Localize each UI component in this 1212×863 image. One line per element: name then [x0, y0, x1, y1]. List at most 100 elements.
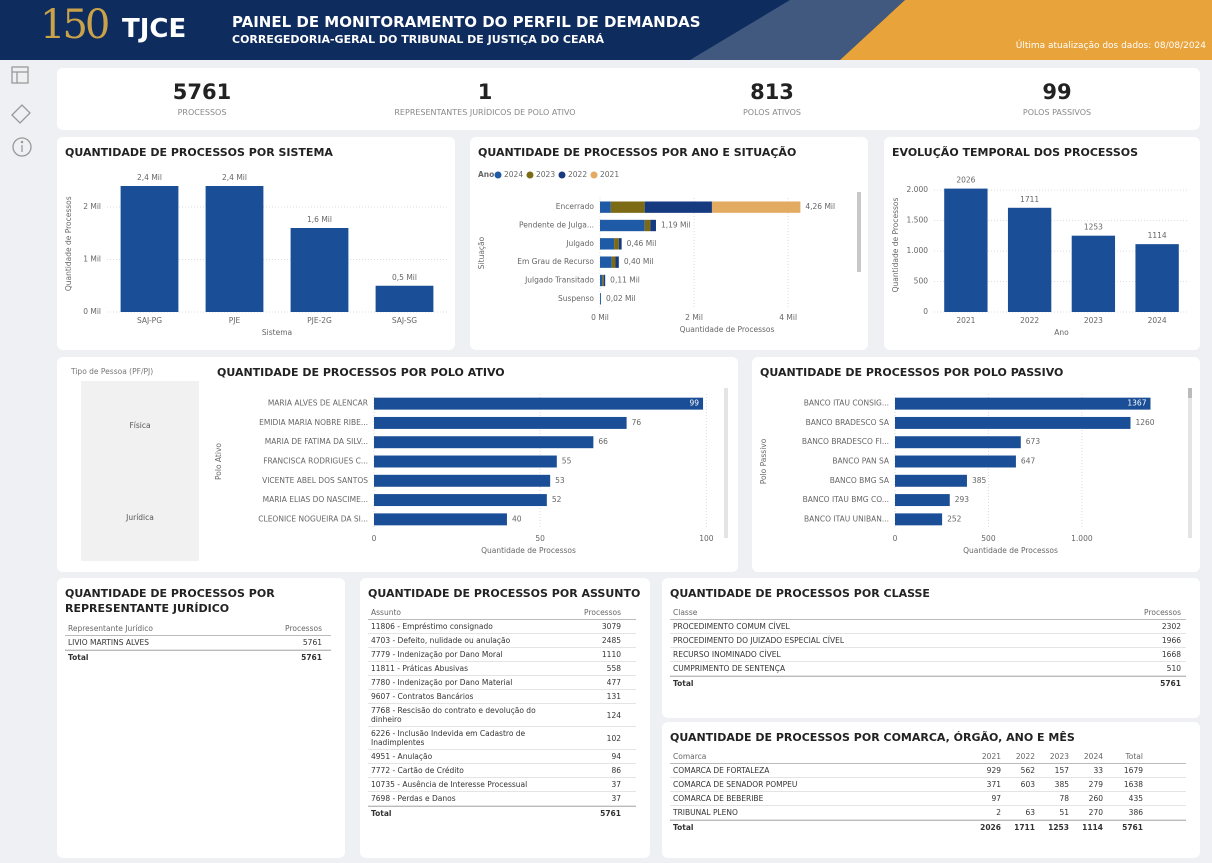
data-label: 40	[512, 514, 522, 523]
chart-title: QUANTIDADE DE PROCESSOS POR SISTEMA	[65, 146, 333, 159]
table-cell: 1114	[1082, 823, 1103, 832]
table-card: QUANTIDADE DE PROCESSOS POR COMARCA, ÓRG…	[662, 722, 1200, 858]
legend-label: 2024	[504, 170, 523, 179]
bar	[374, 455, 557, 468]
bar-segment	[711, 201, 801, 213]
y-tick-label: Julgado Transitado	[524, 276, 594, 285]
table: Classe Processos PROCEDIMENTO COMUM CÍVEL 2…	[670, 606, 1186, 690]
header-subtitle: CORREGEDORIA-GERAL DO TRIBUNAL DE JUSTIÇ…	[232, 33, 604, 46]
total-label: 0,11 Mil	[610, 276, 640, 285]
table-cell: 435	[1128, 794, 1143, 803]
legend-title: Ano	[478, 170, 494, 179]
x-tick-label: SAJ-SG	[392, 316, 417, 325]
table-cell: 9607 - Contratos Bancários	[371, 692, 474, 701]
table-cell: 929	[986, 766, 1001, 775]
table-cell: CUMPRIMENTO DE SENTENÇA	[673, 664, 786, 673]
table-row: 7698 - Perdas e Danos 37	[368, 792, 636, 806]
filter-option[interactable]: Jurídica	[126, 513, 154, 522]
table-cell: 1679	[1123, 766, 1143, 775]
y-tick-label: MARIA DE FATIMA DA SILV...	[265, 437, 368, 446]
data-label: 385	[972, 476, 987, 485]
filter-option[interactable]: Física	[129, 421, 151, 430]
bar	[895, 397, 1151, 410]
chart-card: Tipo de Pessoa (PF/PJ) Física Jurídica Q…	[57, 357, 738, 572]
bar-segment	[602, 274, 604, 287]
table-cell: 279	[1088, 780, 1103, 789]
total-label: 0,46 Mil	[627, 239, 657, 248]
y-tick-label: BANCO BMG SA	[830, 476, 890, 485]
info-icon[interactable]	[12, 137, 32, 157]
table-cell: 2485	[601, 636, 621, 645]
kpi-label: POLOS PASSIVOS	[1022, 108, 1092, 117]
x-tick-label: PJE-2G	[307, 316, 332, 325]
table-row: 4703 - Defeito, nulidade ou anulação 2485	[368, 634, 636, 648]
table-cell: 5761	[302, 638, 322, 647]
table-row: 9607 - Contratos Bancários 131	[368, 690, 636, 704]
y-tick-label: 500	[914, 277, 929, 286]
table-cell: 2024	[1083, 752, 1103, 761]
table-cell: 7779 - Indenização por Dano Moral	[371, 650, 503, 659]
bar-segment	[644, 201, 712, 213]
table-cell: 63	[1025, 808, 1035, 817]
table-row: 11806 - Empréstimo consignado 3079	[368, 620, 636, 634]
bar	[120, 186, 179, 312]
table-card: QUANTIDADE DE PROCESSOS POR REPRESENTANT…	[57, 578, 345, 858]
table-cell: 7780 - Indenização por Dano Material	[371, 678, 513, 687]
scrollbar[interactable]	[724, 388, 728, 538]
table-total: Total 5761	[65, 650, 331, 664]
kpi-label: POLOS ATIVOS	[742, 108, 801, 117]
data-label: 99	[690, 399, 700, 408]
y-tick-label: BANCO ITAU UNIBAN...	[804, 514, 889, 523]
kpi: 1 REPRESENTANTES JURÍDICOS DE POLO ATIVO	[355, 68, 615, 117]
table-row: PROCEDIMENTO DO JUIZADO ESPECIAL CÍVEL 19…	[670, 634, 1186, 648]
data-label: 252	[947, 514, 962, 523]
y-tick-label: BANCO ITAU BMG CO...	[803, 495, 889, 504]
y-axis-title: Quantidade de Processos	[64, 196, 73, 291]
table-cell: 94	[611, 752, 621, 761]
legend-label: 2023	[536, 170, 555, 179]
bar	[1007, 207, 1052, 312]
data-label: 2026	[956, 176, 975, 185]
scrollbar[interactable]	[857, 192, 861, 272]
x-tick-label: 2 Mil	[685, 313, 703, 322]
scrollbar[interactable]	[1188, 388, 1192, 538]
table-cell: PROCEDIMENTO DO JUIZADO ESPECIAL CÍVEL	[673, 636, 844, 645]
bar	[374, 474, 551, 487]
y-tick-label: 1.000	[907, 246, 929, 255]
table-cell: 371	[986, 780, 1001, 789]
table-cell: 37	[611, 794, 621, 803]
table: Assunto Processos 11806 - Empréstimo consi…	[368, 606, 636, 820]
report-icon[interactable]	[11, 66, 29, 84]
table-cell: Comarca	[673, 752, 707, 761]
bar-segment	[614, 238, 619, 250]
y-tick-label: Em Grau de Recurso	[517, 257, 594, 266]
bar-segment	[650, 219, 656, 232]
table-card: QUANTIDADE DE PROCESSOS POR ASSUNTO Assu…	[360, 578, 650, 858]
y-tick-label: EMIDIA MARIA NOBRE RIBE...	[259, 418, 368, 427]
y-tick-label: CLEONICE NOGUEIRA DA SI...	[258, 514, 368, 523]
scrollbar-thumb[interactable]	[1188, 388, 1192, 398]
bar-segment	[600, 201, 611, 213]
data-label: 1114	[1148, 231, 1167, 240]
y-tick-label: Pendente de Julga...	[519, 221, 594, 230]
y-tick-label: BANCO BRADESCO FI...	[802, 437, 889, 446]
table-cell: 7768 - Rescisão do contrato e devolução …	[371, 706, 536, 724]
chart-card: EVOLUÇÃO TEMPORAL DOS PROCESSOS 0 500 1.00…	[884, 137, 1200, 350]
y-tick-label: BANCO PAN SA	[832, 457, 889, 466]
x-tick-label: 2022	[1020, 316, 1039, 325]
chart: 0 Mil 1 Mil 2 Mil 2,4 Mil SAJ-PG 2,4 Mil PJE 1,…	[64, 173, 447, 337]
eraser-icon[interactable]	[11, 104, 31, 124]
y-axis-title: Polo Ativo	[214, 443, 223, 480]
table-cell: 386	[1128, 808, 1143, 817]
header-title: PAINEL DE MONITORAMENTO DO PERFIL DE DEM…	[232, 13, 701, 31]
data-label: 0,5 Mil	[392, 273, 417, 282]
y-tick-label: Encerrado	[556, 202, 595, 211]
y-tick-label: 2 Mil	[83, 202, 101, 211]
table-cell: Total	[1125, 752, 1143, 761]
chart-title: QUANTIDADE DE PROCESSOS POR POLO PASSIVO	[760, 366, 1064, 379]
y-tick-label: 1.500	[907, 216, 929, 225]
table-cell: Processos	[285, 624, 322, 633]
table-cell: Assunto	[371, 608, 401, 617]
x-tick-label: 0 Mil	[591, 313, 609, 322]
x-tick-label: 2021	[956, 316, 975, 325]
